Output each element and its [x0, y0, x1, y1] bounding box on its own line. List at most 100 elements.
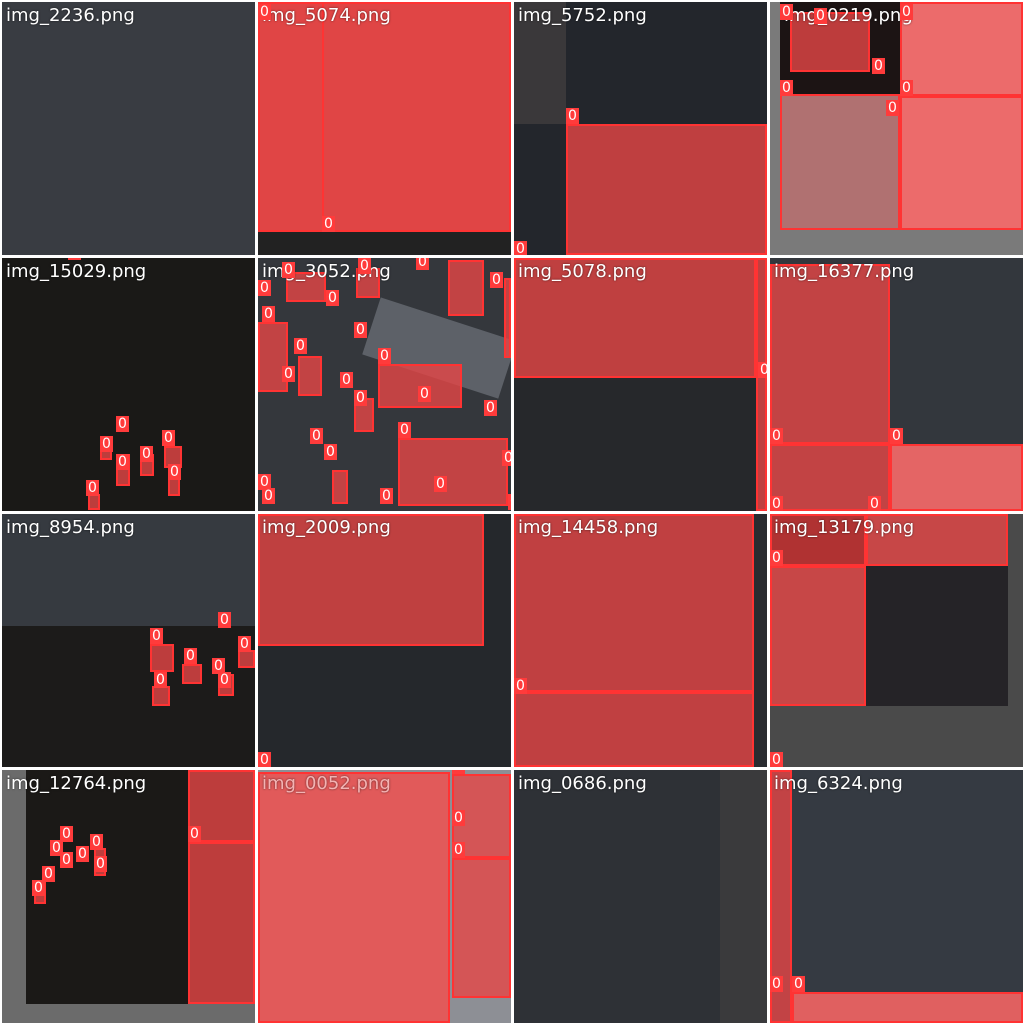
class-tag: 0 [60, 826, 73, 842]
detection-box [514, 692, 754, 767]
detection-box [514, 514, 754, 692]
class-tag: 0 [282, 262, 295, 278]
class-tag: 0 [566, 108, 579, 124]
class-tag: 0 [238, 636, 251, 652]
class-tag: 0 [322, 216, 335, 232]
class-tag: 0 [212, 658, 225, 674]
detection-box [504, 278, 511, 358]
class-tag: 0 [340, 372, 353, 388]
class-tag: 0 [354, 390, 367, 406]
class-tag: 0 [32, 880, 45, 896]
class-tag: 0 [868, 496, 881, 511]
class-tag: 0 [434, 476, 447, 492]
tile-label: img_2236.png [6, 5, 135, 26]
detection-box [792, 992, 1023, 1023]
class-tag: 0 [68, 258, 81, 260]
class-tag: 0 [452, 842, 465, 858]
class-tag: 0 [60, 852, 73, 868]
class-tag: 0 [758, 362, 767, 378]
image-region [866, 566, 1008, 706]
detection-box [780, 94, 900, 230]
detection-box [188, 842, 255, 1004]
class-tag: 0 [262, 488, 275, 504]
tile-img-15029: 0 0 0 0 0 0 0 0 img_15029.png [2, 258, 255, 511]
tile-img-5752: 0 0 img_5752.png [514, 2, 767, 255]
class-tag: 0 [90, 834, 103, 850]
tile-img-12764: 0 0 0 0 0 0 0 0 0 0 img_12764.png [2, 770, 255, 1023]
class-tag: 0 [378, 348, 391, 364]
detection-box [258, 772, 450, 1023]
class-tag: 0 [398, 422, 411, 438]
tile-label: img_0052.png [262, 773, 391, 794]
detection-box [448, 260, 484, 316]
tile-label: img_8954.png [6, 517, 135, 538]
class-tag: 0 [258, 474, 271, 490]
tile-img-8954: 0 0 0 0 0 0 0 img_8954.png [2, 514, 255, 767]
tile-label: img_12764.png [6, 773, 147, 794]
detection-box [182, 664, 202, 684]
class-tag: 0 [780, 4, 793, 20]
class-tag: 0 [42, 866, 55, 882]
class-tag: 0 [886, 100, 899, 116]
class-tag: 0 [100, 436, 113, 452]
class-tag: 0 [900, 80, 913, 96]
class-tag: 0 [514, 241, 527, 255]
class-tag: 0 [890, 428, 903, 444]
detection-box [258, 2, 324, 232]
class-tag: 0 [116, 454, 129, 470]
class-tag: 0 [900, 4, 913, 20]
detection-box [566, 124, 767, 255]
tile-label: img_0219.png [784, 5, 913, 26]
tile-label: img_6324.png [774, 773, 903, 794]
tile-img-5078: 0 0 img_5078.png [514, 258, 767, 511]
class-tag: 0 [140, 446, 153, 462]
class-tag: 0 [188, 826, 201, 842]
detection-box [258, 514, 484, 646]
class-tag: 0 [324, 444, 337, 460]
detection-box [900, 2, 1023, 96]
tile-img-13179: 0 0 img_13179.png [770, 514, 1023, 767]
class-tag: 0 [770, 550, 783, 566]
tile-img-0219: 0 0 0 0 0 0 0 img_0219.png [770, 2, 1023, 255]
class-tag: 0 [168, 464, 181, 480]
tile-label: img_14458.png [518, 517, 659, 538]
class-tag: 0 [184, 648, 197, 664]
class-tag: 0 [150, 628, 163, 644]
class-tag: 0 [258, 280, 271, 296]
class-tag: 0 [94, 856, 107, 872]
detection-box [322, 2, 511, 232]
class-tag: 0 [358, 258, 371, 274]
class-tag: 0 [282, 366, 295, 382]
class-tag: 0 [294, 338, 307, 354]
tile-img-14458: 0 img_14458.png [514, 514, 767, 767]
class-tag: 0 [792, 976, 805, 992]
class-tag: 0 [76, 846, 89, 862]
class-tag: 0 [418, 386, 431, 402]
detection-box [298, 356, 322, 396]
detection-box [514, 258, 756, 378]
detection-box [398, 438, 508, 506]
image-region [514, 2, 566, 124]
class-tag: 0 [770, 428, 783, 444]
class-tag: 0 [770, 752, 783, 767]
class-tag: 0 [218, 612, 231, 628]
tile-img-6324: 0 0 img_6324.png [770, 770, 1023, 1023]
detection-box [238, 650, 255, 668]
class-tag: 0 [310, 428, 323, 444]
image-region [720, 770, 767, 1023]
class-tag: 0 [380, 488, 393, 504]
class-tag: 0 [872, 58, 885, 74]
detection-box [332, 470, 348, 504]
tile-label: img_13179.png [774, 517, 915, 538]
tile-img-2236: img_2236.png [2, 2, 255, 255]
class-tag: 0 [452, 770, 465, 774]
class-tag: 0 [154, 672, 167, 688]
class-tag: 0 [218, 672, 231, 688]
class-tag: 0 [770, 976, 783, 992]
tile-label: img_5752.png [518, 5, 647, 26]
class-tag: 0 [258, 4, 271, 20]
detection-box [770, 514, 866, 566]
detection-box [452, 858, 511, 998]
class-tag: 0 [86, 480, 99, 496]
tile-label: img_15029.png [6, 261, 147, 282]
